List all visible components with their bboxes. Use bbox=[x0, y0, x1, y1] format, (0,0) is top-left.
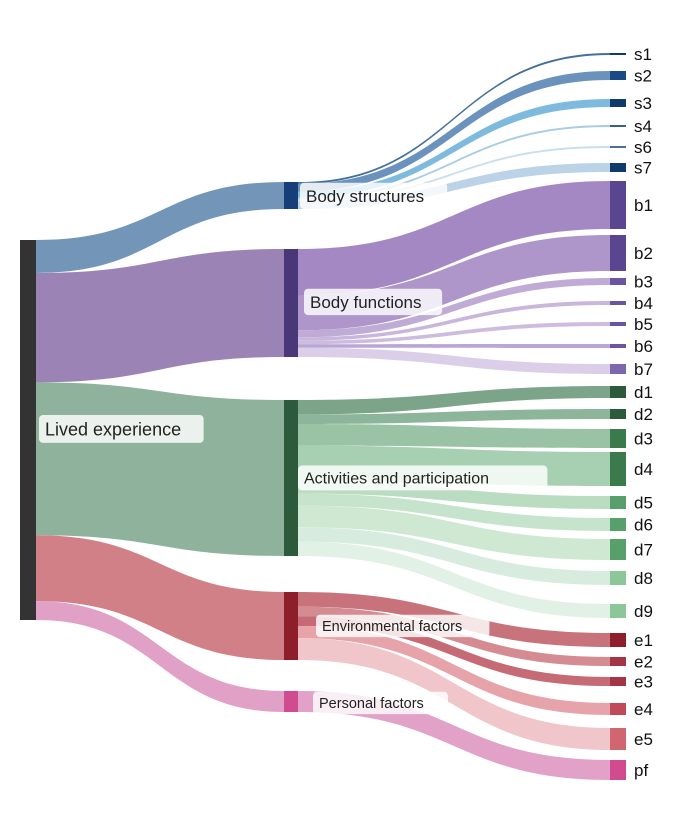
node-s1 bbox=[610, 53, 626, 55]
leaf-label-d6: d6 bbox=[634, 516, 653, 535]
leaf-label-d3: d3 bbox=[634, 430, 653, 449]
label-body-functions: Body functions bbox=[304, 289, 442, 315]
node-b3 bbox=[610, 278, 626, 285]
node-b4 bbox=[610, 301, 626, 305]
svg-text:Personal factors: Personal factors bbox=[319, 696, 424, 712]
node-e3 bbox=[610, 677, 626, 686]
leaf-label-d5: d5 bbox=[634, 494, 653, 513]
leaf-label-d4: d4 bbox=[634, 460, 653, 479]
node-b5 bbox=[610, 322, 626, 326]
node-b6 bbox=[610, 344, 626, 348]
node-s2 bbox=[610, 71, 626, 80]
leaf-label-s1: s1 bbox=[634, 45, 652, 64]
node-d1 bbox=[610, 386, 626, 398]
label-body-structures: Body structures bbox=[300, 183, 447, 209]
node-b7 bbox=[610, 364, 626, 374]
leaf-label-s3: s3 bbox=[634, 94, 652, 113]
node-environmental bbox=[284, 592, 298, 660]
node-s7 bbox=[610, 163, 626, 172]
svg-text:Activities and participation: Activities and participation bbox=[304, 471, 489, 488]
leaf-label-b3: b3 bbox=[634, 273, 653, 292]
label-activities-participation: Activities and participation bbox=[298, 466, 547, 491]
node-e4 bbox=[610, 703, 626, 715]
label-personal-factors: Personal factors bbox=[313, 692, 448, 714]
node-d4 bbox=[610, 452, 626, 486]
flow-activities-to-d3 bbox=[298, 424, 610, 448]
node-s6 bbox=[610, 146, 626, 148]
leaf-label-d8: d8 bbox=[634, 569, 653, 588]
sankey-canvas: s1 s2 s3 s4 s6 s7 b1 b2 b3 b4 b5 b6 b7 d1 d2 d3 d4 d5 d6 d7… bbox=[0, 0, 677, 827]
leaf-label-e3: e3 bbox=[634, 673, 653, 692]
node-b2 bbox=[610, 235, 626, 271]
leaf-label-e5: e5 bbox=[634, 730, 653, 749]
node-d9 bbox=[610, 604, 626, 618]
label-environmental-factors: Environmental factors bbox=[316, 615, 489, 637]
node-e5 bbox=[610, 728, 626, 750]
sankey-diagram: s1 s2 s3 s4 s6 s7 b1 b2 b3 b4 b5 b6 b7 d1 d2 d3 d4 d5 d6 d7… bbox=[0, 0, 677, 827]
leaf-label-b7: b7 bbox=[634, 360, 653, 379]
leaf-label-s4: s4 bbox=[634, 117, 652, 136]
leaf-label-b1: b1 bbox=[634, 196, 653, 215]
leaf-label-d1: d1 bbox=[634, 383, 653, 402]
leaf-label-b4: b4 bbox=[634, 294, 653, 313]
node-pf bbox=[610, 760, 626, 780]
leaf-label-b6: b6 bbox=[634, 337, 653, 356]
leaf-label-pf: pf bbox=[634, 761, 648, 780]
flow-lived-to-activities bbox=[36, 382, 284, 556]
label-lived-experience: Lived experience bbox=[39, 415, 204, 443]
flow-body-functions-to-b7 bbox=[298, 348, 610, 374]
flow-body-functions-to-b6 bbox=[298, 344, 610, 348]
leaf-label-s2: s2 bbox=[634, 67, 652, 86]
svg-text:Lived experience: Lived experience bbox=[45, 419, 181, 439]
svg-text:Body functions: Body functions bbox=[310, 293, 422, 312]
node-d2 bbox=[610, 409, 626, 419]
node-d5 bbox=[610, 496, 626, 509]
level2-flows bbox=[298, 53, 610, 780]
leaf-label-s6: s6 bbox=[634, 138, 652, 157]
node-lived-experience bbox=[20, 240, 36, 620]
leaf-label-e4: e4 bbox=[634, 700, 653, 719]
level1-flows bbox=[36, 182, 284, 712]
node-body-structures bbox=[284, 182, 298, 209]
svg-text:Environmental factors: Environmental factors bbox=[322, 619, 462, 635]
leaf-label-e2: e2 bbox=[634, 653, 653, 672]
leaf-label-d9: d9 bbox=[634, 602, 653, 621]
node-personal bbox=[284, 691, 298, 712]
leaf-label-b5: b5 bbox=[634, 315, 653, 334]
leaf-label-d2: d2 bbox=[634, 405, 653, 424]
node-activities bbox=[284, 400, 298, 556]
node-d8 bbox=[610, 571, 626, 585]
node-d3 bbox=[610, 429, 626, 448]
node-body-functions bbox=[284, 249, 298, 357]
leaf-label-e1: e1 bbox=[634, 631, 653, 650]
node-b1 bbox=[610, 181, 626, 229]
node-d6 bbox=[610, 518, 626, 531]
svg-text:Body structures: Body structures bbox=[306, 187, 424, 206]
node-s3 bbox=[610, 99, 626, 107]
leaf-label-d7: d7 bbox=[634, 541, 653, 560]
node-e2 bbox=[610, 657, 626, 666]
node-s4 bbox=[610, 125, 626, 127]
node-e1 bbox=[610, 633, 626, 647]
leaf-label-b2: b2 bbox=[634, 244, 653, 263]
leaf-label-s7: s7 bbox=[634, 159, 652, 178]
node-d7 bbox=[610, 539, 626, 560]
flow-body-structures-to-s1 bbox=[298, 53, 610, 184]
